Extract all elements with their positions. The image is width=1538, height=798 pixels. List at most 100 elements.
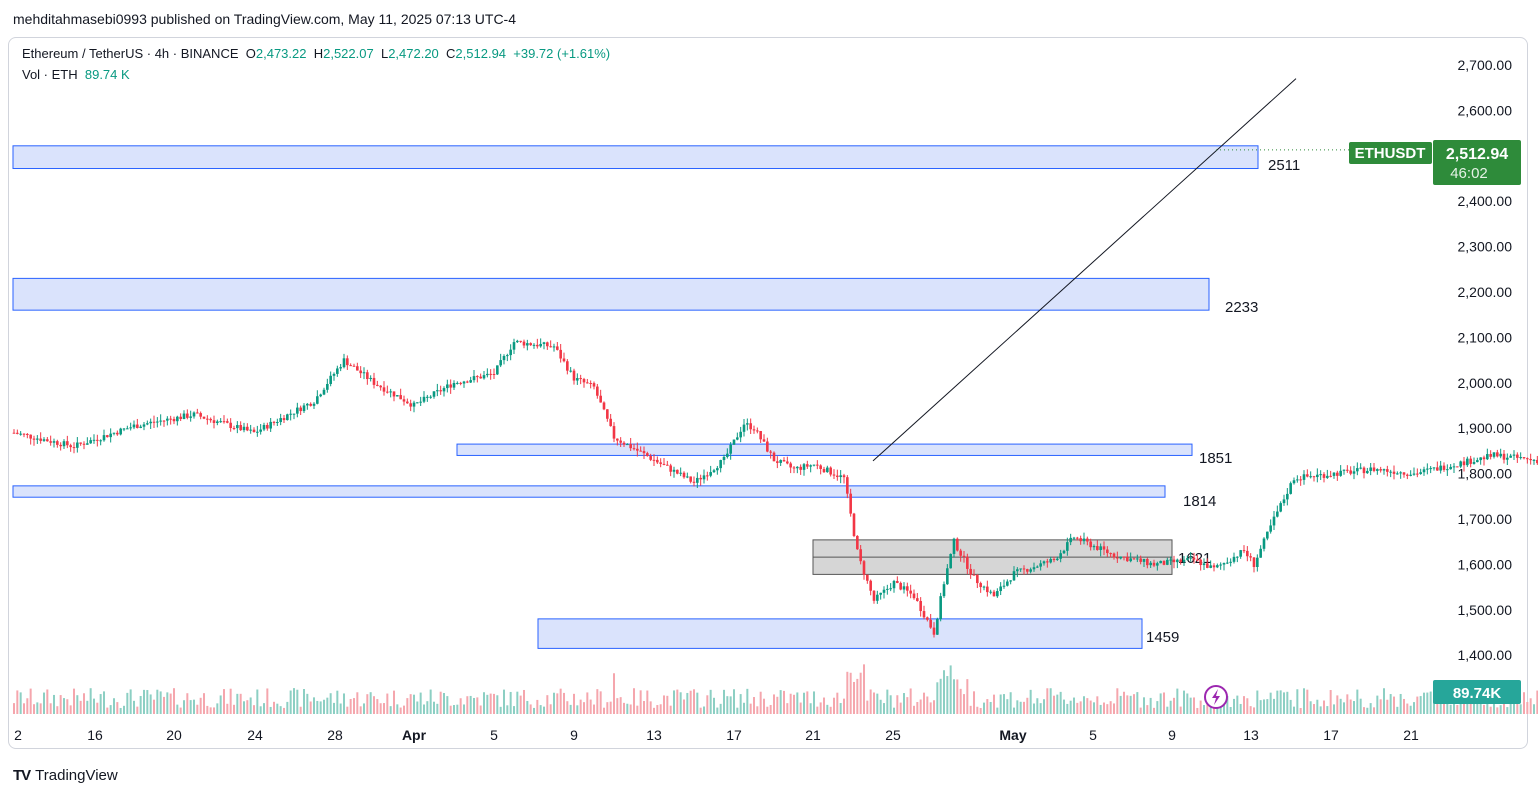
volume-bar [359, 706, 362, 714]
volume-legend[interactable]: Vol · ETH 89.74 K [22, 67, 130, 82]
candle-body [82, 443, 86, 445]
candle-body [1429, 468, 1432, 470]
candle-body [596, 386, 599, 396]
candle-body [962, 555, 966, 557]
volume-bar [246, 700, 249, 714]
candle-body [1352, 471, 1356, 474]
y-tick-label: 2,700.00 [1458, 57, 1513, 73]
candle-body [1169, 559, 1172, 561]
volume-bar [909, 688, 912, 714]
candle-body [1206, 563, 1209, 568]
volume-bar [1359, 698, 1362, 714]
x-tick-label: 13 [646, 727, 662, 743]
volume-bar [176, 704, 179, 714]
candle-body [1076, 537, 1079, 539]
volume-bar [713, 697, 715, 714]
candle-body [779, 460, 782, 463]
candle-body [146, 423, 149, 425]
volume-bar [396, 704, 399, 714]
volume-bar [899, 702, 902, 714]
candle-body [1392, 471, 1396, 474]
volume-bar [126, 692, 129, 714]
candle-body [182, 413, 186, 420]
candle-body [539, 343, 542, 347]
candle-body [1479, 457, 1482, 461]
volume-bar [1193, 697, 1195, 714]
volume-bar [1479, 700, 1482, 714]
candle-body [319, 394, 322, 397]
x-tick-label: 16 [87, 727, 103, 743]
volume-bar [686, 692, 689, 714]
candle-body [796, 466, 799, 469]
volume-bar [1239, 703, 1242, 714]
volume-bar [776, 696, 779, 714]
volume-bar [1423, 692, 1425, 714]
volume-bar [1143, 697, 1145, 714]
candle-body [162, 420, 166, 422]
candle-body [309, 403, 312, 406]
volume-bar [1236, 695, 1239, 714]
volume-bar [853, 681, 855, 714]
candle-body [149, 421, 152, 424]
volume-bar [323, 699, 325, 714]
volume-bar [1149, 697, 1152, 714]
volume-bar [769, 704, 772, 714]
candle-body [1089, 541, 1092, 548]
volume-bar [946, 676, 949, 714]
volume-bar [926, 696, 929, 714]
candle-body [1349, 470, 1352, 474]
candle-body [572, 370, 576, 381]
volume-bar [913, 705, 915, 714]
change-value: +39.72 (+1.61%) [513, 46, 611, 61]
volume-bar [783, 690, 785, 714]
candle-body [762, 439, 766, 442]
candle-body [1506, 457, 1509, 460]
volume-bar [1139, 707, 1142, 714]
volume-bar [439, 691, 442, 714]
candle-body [472, 376, 476, 381]
candle-body [482, 375, 486, 379]
candle-body [52, 441, 56, 443]
candle-body [1269, 525, 1272, 532]
candle-body [1419, 472, 1422, 474]
tradingview-brand[interactable]: TV TradingView [13, 767, 118, 784]
volume-bar [789, 693, 792, 714]
x-tick-label: 2 [14, 727, 22, 743]
candle-body [279, 418, 282, 423]
candle-body [1066, 542, 1069, 551]
chart-frame [8, 37, 1528, 749]
candle-body [246, 426, 249, 431]
x-tick-label: May [999, 727, 1026, 743]
volume-bar [1353, 701, 1355, 714]
volume-bar [596, 689, 599, 714]
volume-bar [59, 695, 62, 714]
candle-body [1219, 564, 1222, 566]
volume-bar [656, 705, 659, 714]
candle-body [42, 439, 46, 441]
low-label: L [380, 46, 389, 61]
volume-bar [1389, 694, 1392, 714]
symbol-legend[interactable]: Ethereum / TetherUS · 4h · BINANCE O2,47… [22, 46, 610, 61]
candle-body [519, 340, 522, 342]
candle-body [176, 416, 179, 422]
candle-body [122, 428, 126, 430]
volume-bar [96, 702, 99, 714]
volume-bar [549, 704, 552, 714]
candle-body [832, 474, 836, 476]
volume-bar [1136, 692, 1139, 714]
candle-body [1322, 474, 1326, 478]
candle-body [689, 476, 692, 482]
candle-body [1456, 466, 1459, 468]
candle-body [1236, 556, 1239, 558]
close-label: C [446, 46, 456, 61]
low-value: 2,472.20 [388, 46, 439, 61]
candle-body [546, 342, 549, 347]
candle-body [1299, 479, 1302, 481]
volume-bar [759, 691, 762, 714]
candle-body [1536, 459, 1538, 464]
candle-body [872, 590, 876, 601]
candle-body [492, 373, 496, 375]
volume-bar [746, 688, 749, 714]
volume-bar [1286, 691, 1289, 714]
